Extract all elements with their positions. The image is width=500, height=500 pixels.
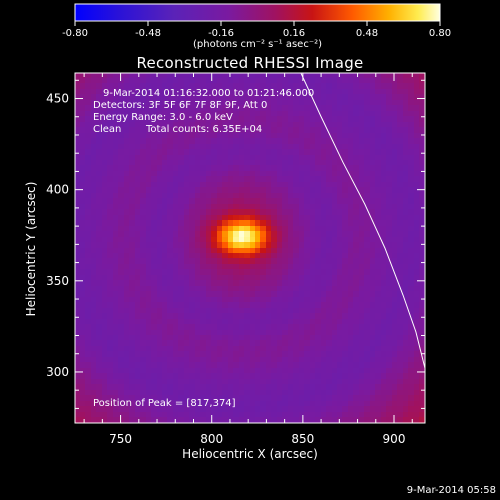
- colorbar-tick-label: 0.80: [429, 28, 451, 39]
- colorbar-tick-label: -0.48: [135, 28, 161, 39]
- solar-limb-curve: [300, 73, 425, 369]
- colorbar-tick-label: -0.16: [208, 28, 234, 39]
- colorbar-tick-label: 0.48: [356, 28, 378, 39]
- peak-position-label: Position of Peak = [817,374]: [93, 398, 236, 409]
- total-counts-label: Total counts: 6.35E+04: [146, 124, 263, 135]
- detectors-label: Detectors: 3F 5F 6F 7F 8F 9F, Att 0: [93, 100, 268, 111]
- y-tick-label: 450: [46, 92, 69, 106]
- plot-frame: [74, 72, 426, 424]
- chart-title: Reconstructed RHESSI Image: [136, 54, 364, 72]
- colorbar-gradient: [74, 3, 441, 22]
- y-tick-label: 350: [46, 274, 69, 288]
- footer-timestamp: 9-Mar-2014 05:58: [406, 485, 496, 496]
- colorbar-unit-label: (photons cm⁻² s⁻¹ asec⁻²): [192, 39, 323, 50]
- y-tick-label: 400: [46, 183, 69, 197]
- x-tick-label: 900: [383, 432, 406, 446]
- colorbar-tick-label: -0.80: [62, 28, 88, 39]
- time-range-label: 9-Mar-2014 01:16:32.000 to 01:21:46.000: [103, 88, 315, 99]
- colorbar-tick-label: 0.16: [283, 28, 305, 39]
- heatmap-image: [75, 73, 425, 423]
- x-tick-label: 750: [109, 432, 132, 446]
- energy-range-label: Energy Range: 3.0 - 6.0 keV: [93, 112, 233, 123]
- y-axis-label: Heliocentric Y (arcsec): [24, 181, 38, 317]
- x-tick-label: 850: [291, 432, 314, 446]
- colorbar: -0.80 -0.48 -0.16 0.16 0.48 0.80: [62, 3, 451, 39]
- y-tick-label: 300: [46, 365, 69, 379]
- x-axis-label: Heliocentric X (arcsec): [182, 447, 318, 461]
- algorithm-label: Clean: [93, 124, 122, 135]
- x-tick-label: 800: [200, 432, 223, 446]
